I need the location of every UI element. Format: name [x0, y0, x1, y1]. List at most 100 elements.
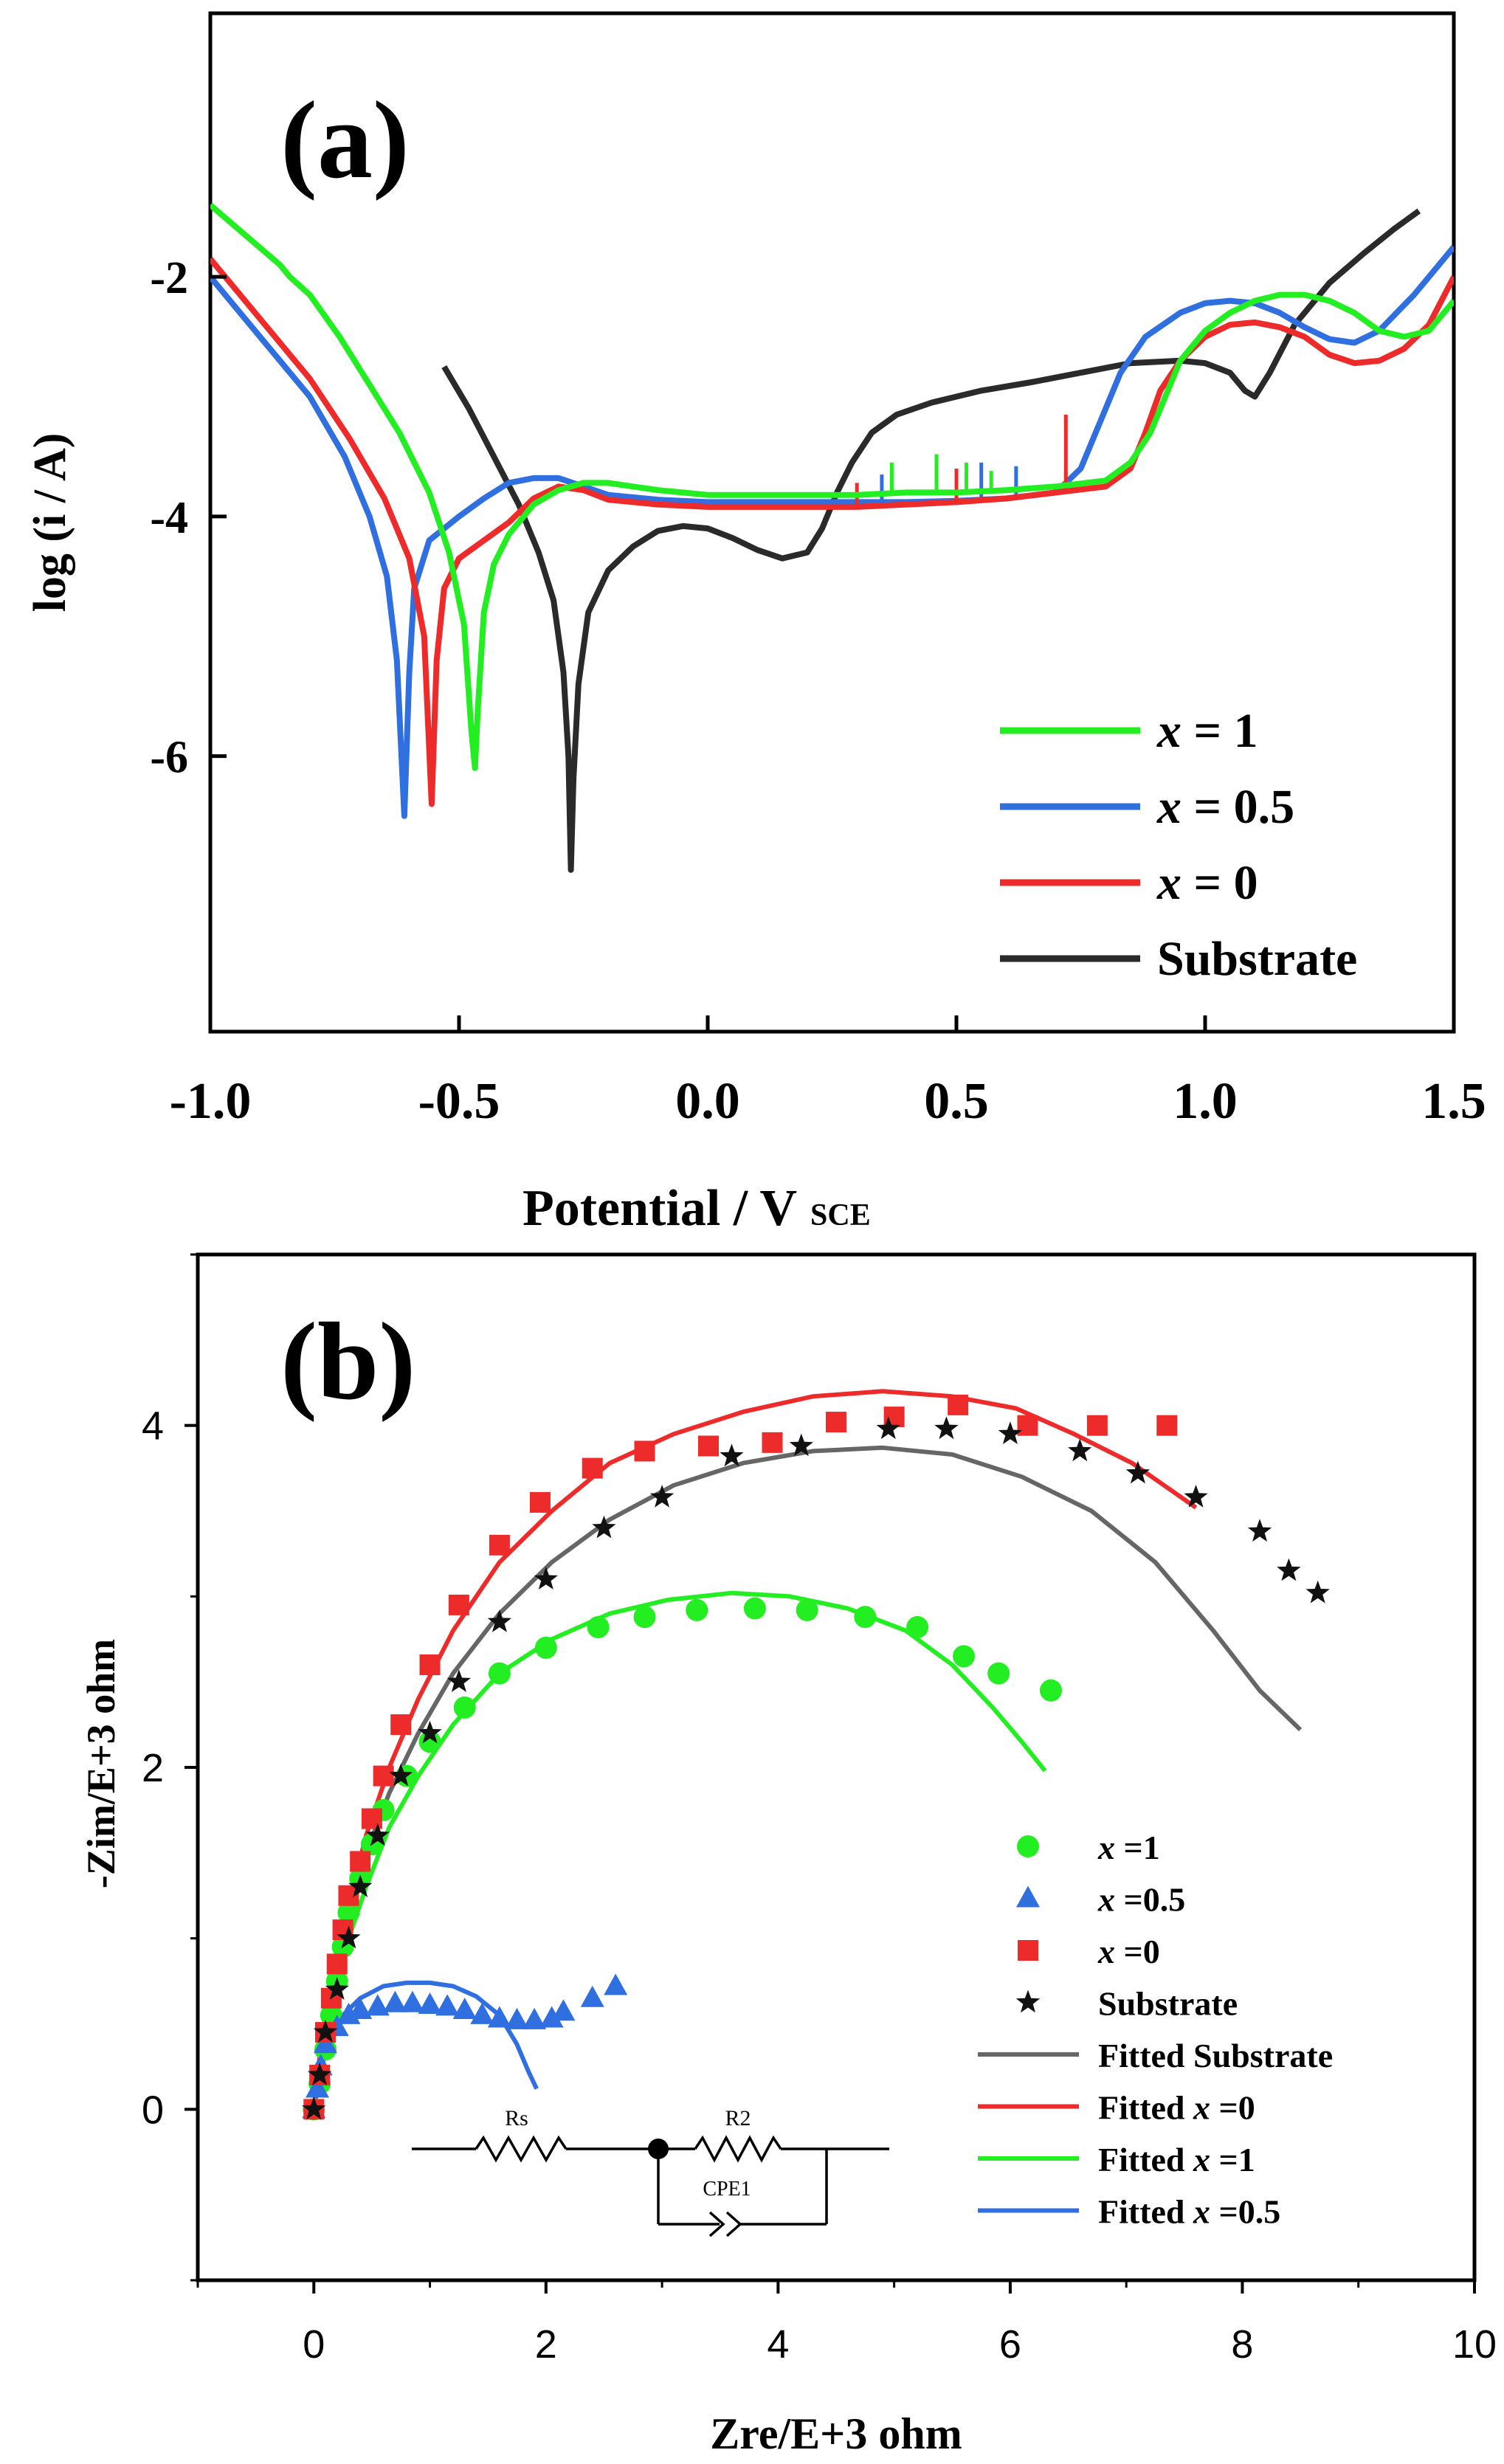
data-point-substrate — [348, 1874, 373, 1897]
data-point-substrate — [998, 1421, 1023, 1444]
data-point-x05 — [604, 1973, 628, 1995]
data-point-x1 — [854, 1606, 877, 1629]
panel-a-ylabel: log (i / A) — [25, 433, 75, 612]
data-point-x05 — [505, 2007, 529, 2029]
series-line-x0 — [210, 257, 1454, 807]
panel-b-legend: x =1 x =0.5 x =0 Substrate Fitted Substrate F… — [978, 1829, 1333, 2231]
legend-swatch-marker — [1018, 1940, 1038, 1961]
legend-label: x = 0.5 — [1156, 780, 1294, 834]
data-point-substrate — [308, 2063, 332, 2085]
data-point-x0 — [1156, 1415, 1178, 1436]
y-tick-label: 2 — [142, 1746, 164, 1790]
panel-a-frame — [208, 11, 1456, 1034]
data-point-x1 — [796, 1598, 818, 1621]
data-point-x0 — [1017, 1415, 1038, 1436]
data-point-substrate — [1247, 1519, 1272, 1542]
panel-b-xlabel: Zre/E+3 ohm — [710, 2409, 962, 2458]
x-tick-label: 0.5 — [924, 1073, 989, 1130]
data-point-x1 — [633, 1606, 656, 1629]
data-point-x05 — [400, 1990, 424, 2012]
legend-label: x = 0 — [1156, 856, 1258, 910]
cpe-element-b — [725, 2211, 742, 2237]
data-point-x05 — [418, 1992, 442, 2015]
series-line-x05 — [210, 245, 1454, 819]
panel-a: -1.0 -0.5 0.0 0.5 1.0 1.5 -6 -4 -2 (a) log (i / … — [25, 11, 1486, 1237]
data-point-x05 — [487, 2006, 511, 2028]
panel-a-xlabel: Potential / V — [522, 1180, 797, 1237]
data-point-x0 — [419, 1654, 441, 1675]
data-point-x0 — [698, 1435, 719, 1457]
series-line-substrate — [441, 208, 1421, 873]
data-point-x1 — [743, 1597, 766, 1620]
data-point-x05 — [580, 1985, 604, 2007]
data-point-substrate — [487, 1609, 512, 1632]
data-point-substrate — [649, 1485, 675, 1508]
y-tick-label: -6 — [150, 733, 188, 783]
data-point-x0 — [1086, 1415, 1108, 1436]
data-point-x0 — [390, 1714, 412, 1736]
data-point-x1 — [1039, 1679, 1062, 1702]
data-point-substrate — [365, 1823, 390, 1846]
data-point-x0 — [350, 1851, 371, 1872]
x-tick-label: 10 — [1452, 2322, 1497, 2367]
data-point-x0 — [529, 1491, 551, 1513]
data-point-substrate — [325, 1977, 349, 2000]
legend-label: Fitted Substrate — [1098, 2037, 1333, 2074]
data-point-substrate — [1068, 1438, 1092, 1462]
legend-swatch-marker — [1017, 1835, 1039, 1857]
legend-label: Substrate — [1157, 932, 1357, 986]
data-point-x1 — [587, 1616, 610, 1639]
x-tick-label: 1.0 — [1173, 1073, 1238, 1130]
data-point-x0 — [826, 1412, 846, 1433]
data-point-substrate — [1184, 1485, 1208, 1508]
circuit-cpe-label: CPE1 — [703, 2178, 751, 2201]
cpe-element-a — [708, 2211, 725, 2237]
panel-a-legend: x = 1 x = 0.5 x = 0 Substrate — [1000, 704, 1357, 986]
data-point-x1 — [953, 1645, 975, 1668]
x-tick-label: 0 — [303, 2322, 325, 2367]
legend-label: x =0.5 — [1097, 1881, 1185, 1919]
data-point-x1 — [906, 1616, 929, 1639]
legend-label: Substrate — [1098, 1985, 1238, 2023]
legend-label: Fitted x =1 — [1098, 2141, 1255, 2178]
x-tick-label: 8 — [1231, 2322, 1253, 2367]
y-tick-label: -4 — [150, 493, 188, 543]
legend-label: x =1 — [1097, 1829, 1160, 1866]
data-point-x0 — [489, 1534, 510, 1556]
data-point-x0 — [326, 1953, 348, 1975]
x-tick-label: 2 — [535, 2322, 557, 2367]
legend-label: Fitted x =0 — [1098, 2089, 1255, 2127]
data-point-substrate — [720, 1443, 744, 1467]
data-point-x05 — [435, 1994, 460, 2016]
data-point-x05 — [539, 2006, 564, 2028]
panel-a-series — [210, 202, 1454, 873]
data-point-x0 — [948, 1394, 969, 1415]
data-point-substrate — [934, 1416, 959, 1440]
data-point-substrate — [876, 1416, 900, 1440]
data-point-x1 — [534, 1636, 557, 1659]
data-point-x0 — [448, 1594, 469, 1615]
data-point-x1 — [337, 1901, 360, 1924]
x-tick-label: -1.0 — [170, 1073, 252, 1130]
data-point-x05 — [365, 1994, 390, 2016]
panel-b-ticks: 0 2 4 6 8 10 0 2 4 — [142, 1253, 1497, 2367]
circuit-r2-label: R2 — [725, 2106, 751, 2130]
data-point-substrate — [389, 1763, 413, 1787]
data-point-substrate — [534, 1567, 558, 1590]
panel-b-label: (b) — [280, 1300, 415, 1423]
data-point-substrate — [418, 1720, 442, 1744]
x-tick-label: 0.0 — [675, 1073, 740, 1130]
resistor-r2 — [694, 2135, 782, 2163]
data-point-substrate — [789, 1433, 813, 1457]
x-tick-label: -0.5 — [418, 1073, 500, 1130]
legend-swatch-marker — [1016, 1885, 1040, 1908]
y-tick-label: -2 — [150, 253, 188, 303]
panel-b-ylabel: -Zim/E+3 ohm — [79, 1639, 123, 1888]
legend-label: x =0 — [1097, 1933, 1160, 1970]
data-point-x1 — [488, 1662, 511, 1685]
data-point-x05 — [348, 1997, 373, 2019]
data-point-x0 — [582, 1457, 603, 1479]
data-point-x1 — [987, 1662, 1010, 1685]
